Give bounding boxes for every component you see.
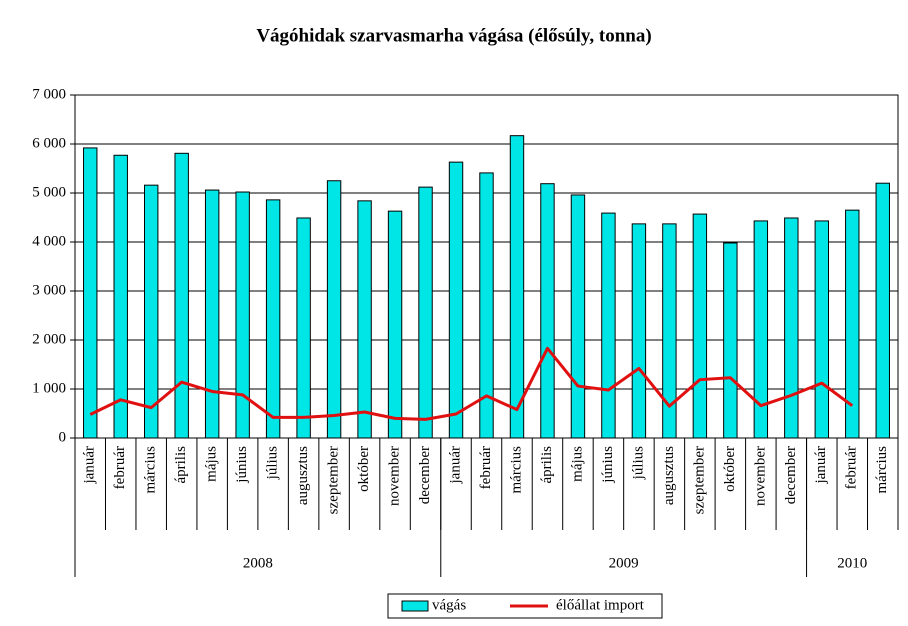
x-tick-label: július (630, 446, 646, 481)
bar (662, 223, 677, 439)
x-tick-label: augusztus (295, 446, 311, 505)
group-label: 2008 (243, 555, 273, 571)
x-tick-label: július (265, 446, 281, 481)
y-tick-label: 5 000 (32, 184, 66, 200)
x-tick-label: november (386, 446, 402, 506)
bar (692, 213, 708, 439)
x-tick-label: április (173, 446, 189, 484)
y-tick-label: 1 000 (32, 380, 66, 396)
x-tick-label: augusztus (661, 446, 677, 505)
bar (83, 147, 98, 439)
y-tick-label: 2 000 (32, 331, 66, 347)
bar (540, 183, 555, 439)
group-label: 2009 (609, 555, 639, 571)
x-tick-label: június (234, 446, 250, 484)
bar (845, 209, 860, 439)
y-tick-label: 6 000 (32, 135, 66, 151)
x-tick-label: április (539, 446, 555, 484)
chart-title: Vágóhidak szarvasmarha vágása (élősúly, … (256, 25, 651, 46)
bar (784, 217, 799, 439)
bar (723, 242, 738, 439)
y-tick-label: 4 000 (32, 233, 66, 249)
bar (357, 200, 372, 439)
x-tick-label: január (447, 446, 463, 484)
bar (235, 191, 250, 439)
x-tick-label: január (813, 446, 829, 484)
bar (265, 199, 281, 439)
bar (570, 194, 586, 439)
bar (814, 220, 830, 439)
x-tick-label: március (508, 446, 524, 494)
x-tick-label: december (417, 446, 433, 504)
bar (875, 182, 890, 439)
legend-label: vágás (432, 597, 466, 613)
x-tick-label: június (600, 446, 616, 484)
y-tick-label: 3 000 (32, 282, 66, 298)
y-tick-label: 7 000 (32, 86, 66, 102)
legend-swatch (401, 600, 429, 612)
bar (601, 212, 616, 439)
x-tick-label: október (722, 446, 738, 492)
x-tick-label: november (752, 446, 768, 506)
bar (509, 135, 525, 439)
bar (296, 217, 311, 439)
bar (143, 184, 159, 439)
bar (326, 180, 342, 439)
x-tick-label: szeptember (326, 446, 342, 514)
x-tick-label: március (874, 446, 890, 494)
bar (479, 172, 494, 439)
x-tick-label: október (356, 446, 372, 492)
bar (631, 223, 647, 439)
group-label: 2010 (837, 555, 867, 571)
x-tick-label: február (478, 446, 494, 489)
x-tick-label: december (783, 446, 799, 504)
bar (387, 210, 403, 439)
bar (174, 152, 189, 439)
x-tick-label: május (204, 446, 220, 482)
y-tick-label: 0 (59, 429, 67, 445)
x-tick-label: február (112, 446, 128, 489)
bar (753, 220, 769, 439)
x-tick-label: május (569, 446, 585, 482)
x-tick-label: szeptember (691, 446, 707, 514)
line (89, 346, 854, 421)
x-tick-label: január (82, 446, 98, 484)
bar (448, 161, 464, 439)
bar (113, 154, 128, 439)
bar (204, 189, 220, 439)
x-tick-label: március (143, 446, 159, 494)
bar (418, 186, 433, 439)
x-tick-label: február (844, 446, 860, 489)
legend-label: élőállat import (556, 597, 645, 613)
